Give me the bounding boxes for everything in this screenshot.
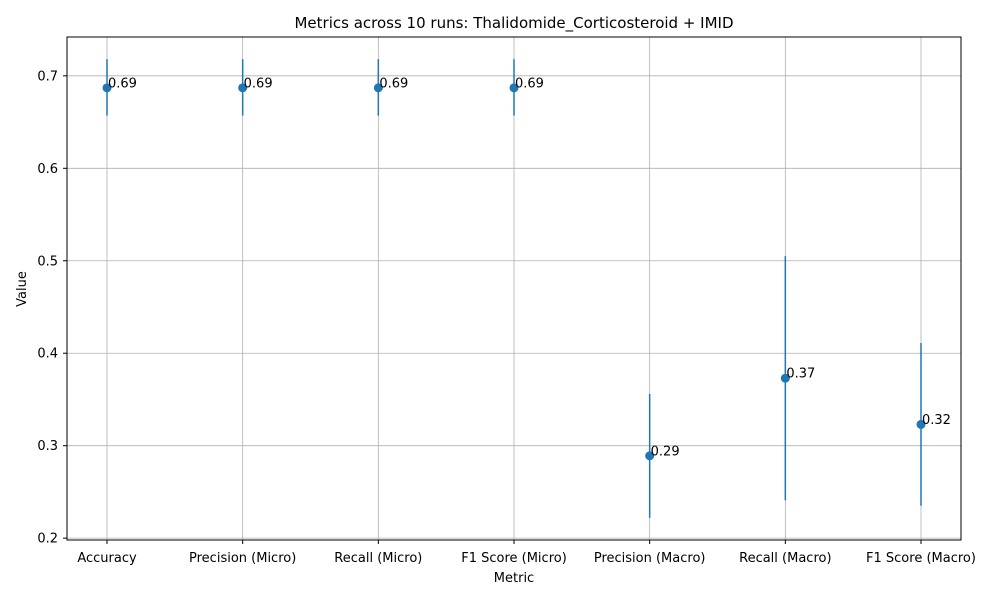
x-tick-label: Recall (Micro)	[334, 551, 422, 566]
y-axis-label: Value	[15, 271, 30, 307]
x-tick-label: F1 Score (Micro)	[461, 551, 567, 566]
x-tick-label: Recall (Macro)	[739, 551, 831, 566]
data-label: 0.69	[244, 76, 273, 91]
data-point	[238, 83, 248, 93]
data-point	[780, 373, 790, 383]
data-label: 0.29	[651, 444, 680, 459]
data-point	[645, 451, 655, 461]
data-point	[102, 83, 112, 93]
data-point	[373, 83, 383, 93]
chart-title: Metrics across 10 runs: Thalidomide_Cort…	[294, 14, 733, 33]
data-point	[916, 419, 926, 429]
y-tick-label: 0.2	[37, 532, 58, 547]
data-label: 0.32	[922, 413, 951, 428]
y-tick-label: 0.4	[37, 347, 58, 362]
y-tick-label: 0.5	[37, 254, 58, 269]
data-label: 0.69	[515, 76, 544, 91]
x-tick-label: F1 Score (Macro)	[866, 551, 976, 566]
x-tick-label: Precision (Macro)	[594, 551, 706, 566]
axis-ticks: 0.2 0.3 0.4 0.5 0.6 0.7 Accuracy Precision (Mic…	[37, 69, 976, 566]
y-tick-label: 0.3	[37, 439, 58, 454]
plot-marks: 0.69 0.69 0.69 0.69 0.29 0.37 0.32	[102, 59, 951, 518]
data-label: 0.37	[786, 367, 815, 382]
x-tick-label: Precision (Micro)	[189, 551, 296, 566]
y-tick-label: 0.6	[37, 162, 58, 177]
data-label: 0.69	[379, 76, 408, 91]
x-tick-label: Accuracy	[77, 551, 137, 566]
data-point	[509, 83, 519, 93]
y-tick-label: 0.7	[37, 69, 58, 84]
x-axis-label: Metric	[494, 571, 534, 586]
data-label: 0.69	[108, 76, 137, 91]
